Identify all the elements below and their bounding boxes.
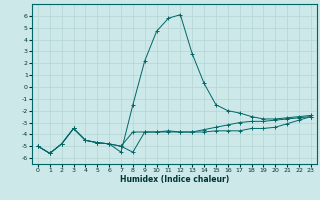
X-axis label: Humidex (Indice chaleur): Humidex (Indice chaleur) [120,175,229,184]
